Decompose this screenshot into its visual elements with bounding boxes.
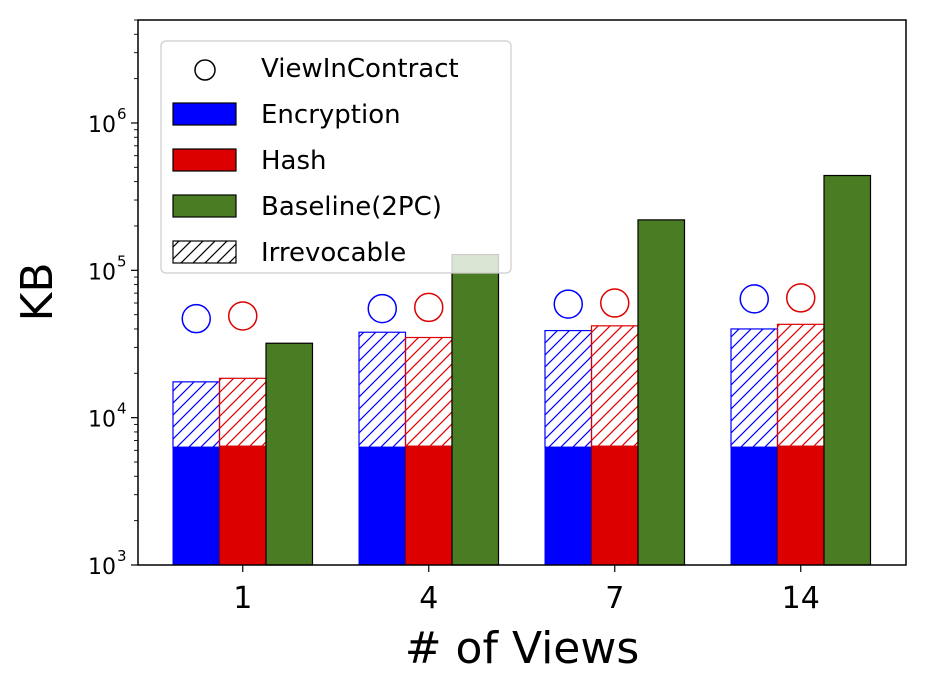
bar-encryption	[730, 446, 778, 566]
legend-circle-marker	[194, 59, 216, 81]
bar-baseline-2pc	[823, 174, 872, 566]
legend-label-irr: Irrevocable	[261, 238, 406, 268]
view-in-contract-markers	[181, 283, 816, 334]
legend-swatch-enc	[172, 102, 237, 126]
plot-frame	[137, 19, 907, 566]
bar-encryption-irrevocable	[358, 331, 407, 448]
bar-hash	[405, 445, 453, 566]
bar-hash	[777, 445, 825, 566]
marker-view-hash	[600, 288, 630, 318]
marker-view-encryption	[181, 303, 211, 334]
bar-encryption	[544, 446, 592, 566]
bar-hash-irrevocable	[404, 336, 453, 447]
legend-swatch-hash	[172, 148, 237, 172]
legend-label-enc: Encryption	[261, 100, 401, 130]
y-tick-exponent: 5	[117, 252, 127, 270]
y-axis-title: KB	[12, 262, 63, 321]
legend-swatch-base	[172, 194, 237, 218]
marker-view-encryption	[739, 284, 769, 314]
bar-baseline-2pc	[451, 253, 500, 566]
bar-encryption-irrevocable	[544, 329, 593, 448]
bar-encryption	[358, 446, 406, 566]
bars-layer	[172, 174, 872, 566]
bar-encryption-irrevocable	[730, 328, 779, 448]
bar-baseline-2pc	[637, 219, 686, 566]
y-tick-label: 10	[88, 260, 116, 285]
y-tick-label: 10	[88, 408, 116, 433]
y-tick-exponent: 3	[117, 547, 127, 565]
legend-label-view: ViewInContract	[261, 54, 459, 84]
bar-hash	[219, 445, 267, 566]
y-tick-exponent: 6	[117, 105, 127, 123]
x-tick-label: 14	[782, 581, 820, 616]
x-axis-title: # of Views	[405, 623, 640, 674]
bar-encryption	[172, 446, 220, 566]
marker-view-hash	[228, 301, 258, 331]
bar-hash-irrevocable	[218, 377, 267, 447]
bar-hash-irrevocable	[590, 325, 639, 447]
bar-baseline-2pc	[265, 342, 314, 566]
legend: ViewInContract Encryption Hash Baseline(2PC…	[160, 40, 512, 274]
x-tick-label: 4	[419, 581, 438, 616]
y-tick-label: 10	[88, 555, 116, 580]
legend-frame	[160, 40, 512, 274]
bar-hash-irrevocable	[776, 323, 825, 447]
legend-label-base: Baseline(2PC)	[261, 192, 442, 222]
x-tick-label: 7	[605, 581, 624, 616]
y-tick-label: 10	[88, 113, 116, 138]
marker-view-hash	[786, 283, 816, 313]
y-tick-exponent: 4	[117, 400, 127, 418]
bar-encryption-irrevocable	[172, 381, 221, 448]
bar-hash	[591, 445, 639, 566]
x-tick-label: 1	[233, 581, 252, 616]
marker-view-hash	[414, 292, 444, 323]
legend-hatch-swatch	[172, 240, 237, 264]
x-axis: 1 4 7 14	[233, 565, 820, 616]
marker-view-encryption	[367, 293, 397, 324]
legend-label-hash: Hash	[261, 146, 327, 176]
marker-view-encryption	[553, 289, 583, 319]
